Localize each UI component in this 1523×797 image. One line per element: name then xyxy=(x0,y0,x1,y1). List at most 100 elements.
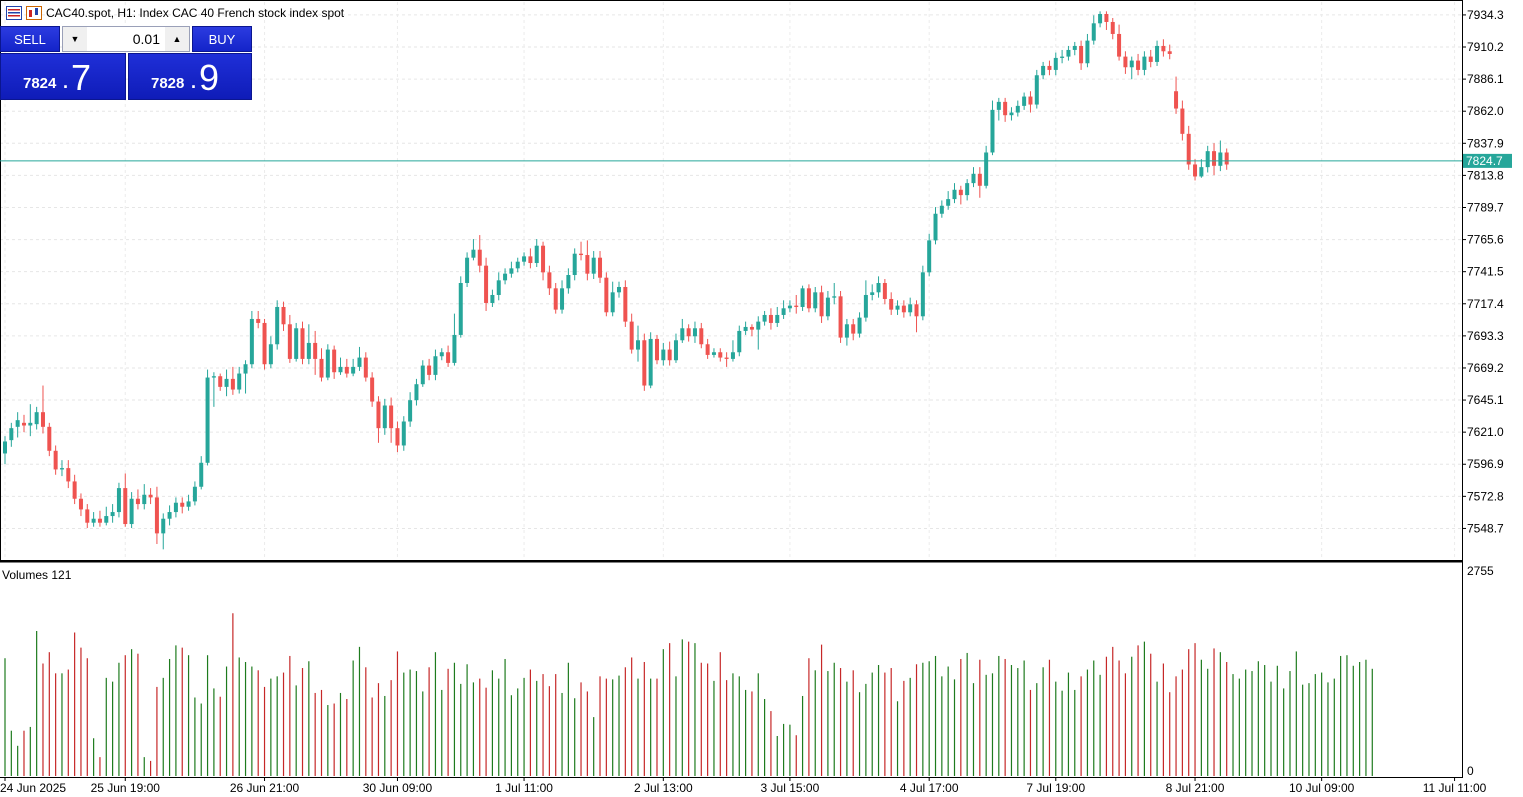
lot-decrease-icon[interactable]: ▼ xyxy=(63,27,87,51)
candle-body xyxy=(730,352,735,359)
chart-window-icon[interactable] xyxy=(6,6,22,20)
candle-body xyxy=(794,305,799,307)
candle-body xyxy=(1015,105,1020,113)
x-tick-label: 11 Jul 11:00 xyxy=(1423,781,1487,795)
candle-body xyxy=(1148,56,1153,62)
candle-body xyxy=(1041,65,1046,76)
candle-body xyxy=(199,462,204,487)
candle-body xyxy=(414,384,419,401)
lot-size-input[interactable] xyxy=(88,27,164,51)
lot-size-control: ▼ ▲ xyxy=(62,26,190,52)
candle-body xyxy=(863,294,868,318)
x-tick-label: 25 Jun 19:00 xyxy=(91,781,161,795)
candle-body xyxy=(1180,108,1185,134)
candle-body xyxy=(458,282,463,335)
candle-body xyxy=(756,321,761,330)
current-price-label: 7824.7 xyxy=(1466,154,1503,168)
symbol-title: CAC40.spot, H1: Index CAC 40 French stoc… xyxy=(46,6,345,20)
candle-body xyxy=(230,378,235,390)
candle-body xyxy=(129,498,134,525)
candle-body xyxy=(768,314,773,323)
candle-body xyxy=(1174,91,1179,109)
candle-body xyxy=(97,518,102,523)
candle-body xyxy=(1117,33,1122,57)
y-tick-label: 7693.3 xyxy=(1467,329,1504,343)
candle-body xyxy=(1098,13,1103,24)
candle-body xyxy=(1079,45,1084,64)
candle-body xyxy=(579,253,584,256)
buy-button[interactable]: BUY xyxy=(192,26,252,52)
one-click-trading-panel: SELL ▼ ▲ BUY 7824 . 7 7828 . 9 xyxy=(0,26,252,100)
candle-body xyxy=(262,322,267,365)
candle-body xyxy=(787,305,792,309)
candle-body xyxy=(971,173,976,184)
candle-body xyxy=(78,498,83,510)
y-tick-label: 7621.0 xyxy=(1467,425,1504,439)
lot-increase-icon[interactable]: ▲ xyxy=(165,27,189,51)
candle-body xyxy=(952,189,957,200)
candle-body xyxy=(705,344,710,355)
trade-icon[interactable] xyxy=(26,6,42,20)
y-tick-label: 7669.2 xyxy=(1467,361,1504,375)
candle-body xyxy=(490,294,495,303)
candle-body xyxy=(1060,56,1065,58)
candle-body xyxy=(692,328,697,337)
candle-body xyxy=(680,328,685,341)
candle-body xyxy=(857,317,862,334)
candle-body xyxy=(984,152,989,186)
candle-body xyxy=(876,282,881,293)
y-tick-label: 7813.8 xyxy=(1467,168,1504,182)
sell-price-big: 7 xyxy=(71,57,92,98)
candle-body xyxy=(617,286,622,293)
sell-label: SELL xyxy=(14,31,46,47)
candle-body xyxy=(1186,133,1191,165)
candle-body xyxy=(1003,101,1008,116)
sell-price-main: 7824 xyxy=(23,75,57,92)
candle-body xyxy=(306,342,311,359)
candle-body xyxy=(319,358,324,378)
candle-body xyxy=(534,245,539,264)
candle-body xyxy=(325,349,330,378)
candle-body xyxy=(990,109,995,153)
buy-price-box[interactable]: 7828 . 9 xyxy=(128,53,252,100)
candle-body xyxy=(344,366,349,374)
candle-body xyxy=(844,324,849,338)
candle-body xyxy=(743,326,748,331)
candle-body xyxy=(427,365,432,375)
sell-price-box[interactable]: 7824 . 7 xyxy=(0,53,126,100)
candle-body xyxy=(1167,51,1172,54)
candle-body xyxy=(1066,49,1071,57)
y-tick-label: 7645.1 xyxy=(1467,393,1504,407)
candle-body xyxy=(1142,56,1147,70)
chart-header: CAC40.spot, H1: Index CAC 40 French stoc… xyxy=(6,3,344,23)
y-tick-label: 7596.9 xyxy=(1467,457,1504,471)
buy-price-big: 9 xyxy=(199,57,220,98)
candle-body xyxy=(408,400,413,422)
candle-body xyxy=(85,509,90,523)
sell-button[interactable]: SELL xyxy=(0,26,60,52)
candle-body xyxy=(338,366,343,373)
candle-body xyxy=(591,257,596,274)
candle-body xyxy=(781,308,786,315)
candle-body xyxy=(623,286,628,322)
candle-body xyxy=(996,101,1001,110)
candle-body xyxy=(819,292,824,317)
candle-body xyxy=(66,468,71,482)
candle-body xyxy=(294,328,299,359)
candle-body xyxy=(477,249,482,266)
candle-body xyxy=(553,288,558,310)
x-tick-label: 1 Jul 11:00 xyxy=(495,781,553,795)
candle-body xyxy=(851,324,856,334)
candle-body xyxy=(148,494,153,498)
candle-body xyxy=(541,245,546,273)
candle-body xyxy=(1072,45,1077,50)
candle-body xyxy=(249,318,254,365)
candle-body xyxy=(110,512,115,517)
candle-body xyxy=(870,292,875,295)
candle-body xyxy=(813,292,818,309)
candle-body xyxy=(268,344,273,365)
candle-body xyxy=(91,518,96,523)
candle-body xyxy=(1224,152,1229,165)
